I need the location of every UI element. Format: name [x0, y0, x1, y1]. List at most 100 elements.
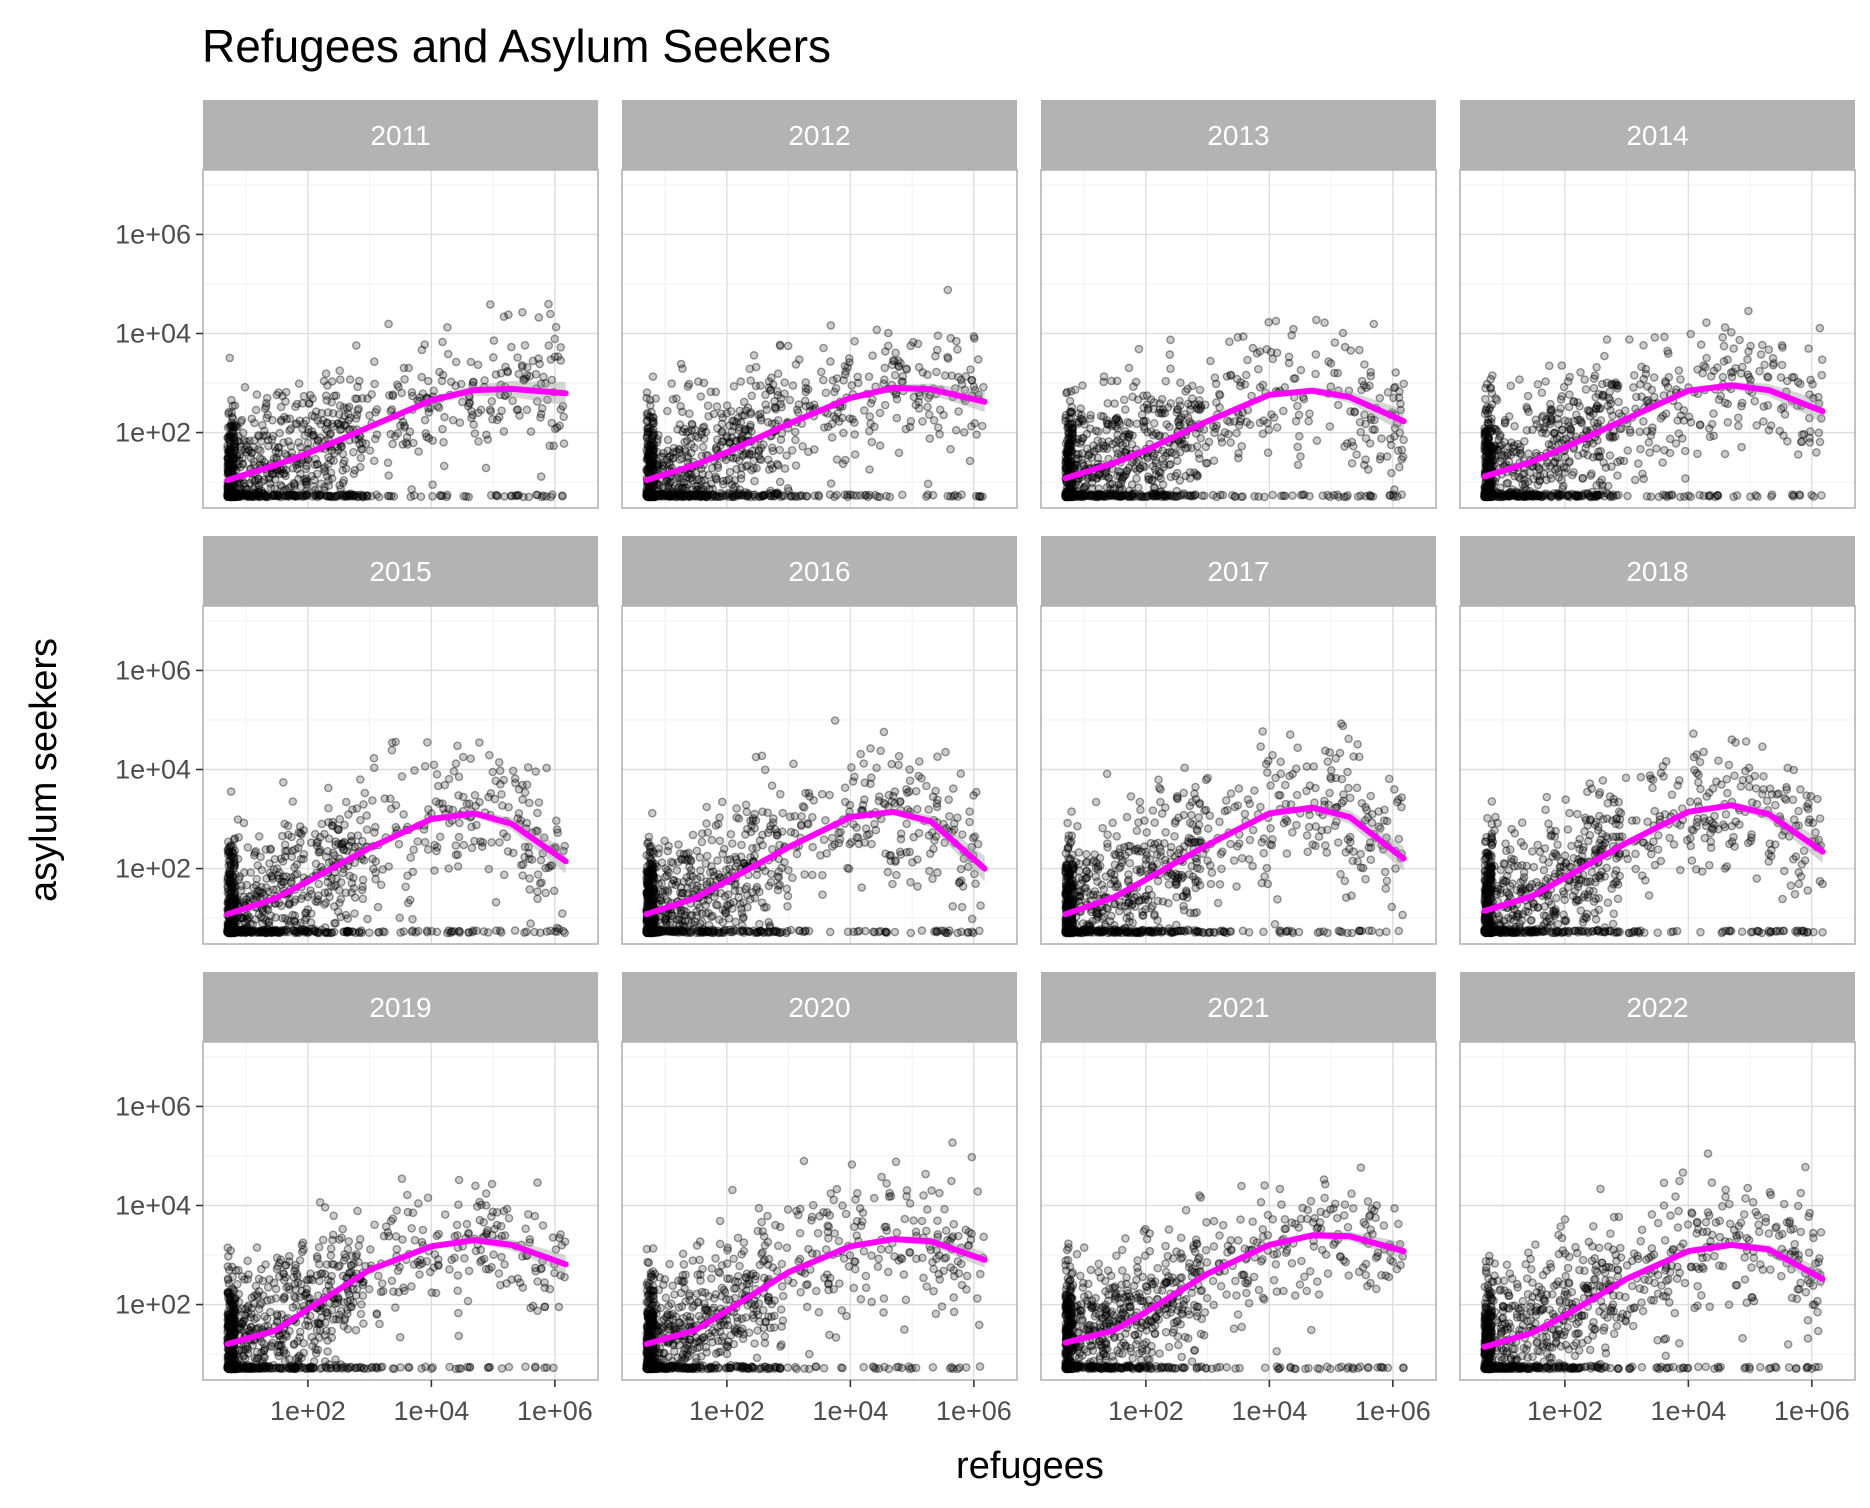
data-point [717, 419, 727, 429]
data-point [1514, 492, 1523, 501]
data-point [230, 492, 239, 502]
data-point [305, 390, 315, 400]
data-point [1175, 421, 1185, 430]
data-point [294, 491, 304, 501]
data-point [923, 479, 933, 489]
data-point [1099, 377, 1108, 387]
data-point [320, 462, 330, 472]
data-point [227, 928, 237, 937]
data-point [253, 490, 262, 499]
data-point [1544, 439, 1554, 449]
data-point [229, 491, 238, 501]
data-point [830, 492, 839, 502]
data-point [1481, 492, 1491, 502]
data-point [1158, 480, 1168, 489]
data-point [1368, 425, 1378, 434]
data-point [362, 491, 372, 500]
data-point [698, 469, 708, 479]
data-point [233, 489, 243, 499]
data-point [1181, 387, 1190, 396]
data-point [235, 450, 245, 460]
data-point [1487, 480, 1496, 490]
data-point [1105, 490, 1115, 500]
data-point [550, 927, 560, 936]
data-point [224, 492, 233, 501]
data-point [1767, 490, 1777, 500]
data-point [1502, 479, 1511, 488]
data-point [225, 892, 235, 902]
data-point [1674, 429, 1684, 438]
data-point [1110, 483, 1119, 493]
data-point [702, 492, 711, 502]
data-point [644, 468, 653, 477]
data-point [1557, 425, 1567, 435]
data-point [467, 413, 476, 423]
data-point [768, 380, 778, 389]
data-point [1122, 466, 1132, 476]
data-point [1513, 488, 1523, 498]
data-point [1482, 492, 1491, 501]
data-point [1562, 491, 1572, 501]
data-point [731, 436, 740, 445]
data-point [1777, 360, 1787, 370]
data-point [694, 490, 703, 499]
data-point [406, 492, 416, 502]
data-point [228, 491, 238, 501]
data-point [1542, 418, 1551, 428]
data-point [1482, 457, 1492, 467]
data-point [231, 870, 240, 880]
data-point [1592, 401, 1602, 411]
data-point [1355, 417, 1365, 427]
data-point [1158, 454, 1168, 464]
data-point [1573, 398, 1582, 407]
data-point [297, 830, 306, 839]
data-point [683, 490, 693, 500]
data-point [732, 436, 741, 446]
data-point [1122, 466, 1132, 475]
data-point [278, 391, 287, 401]
data-point [646, 456, 656, 466]
data-points [223, 299, 569, 502]
data-point [227, 408, 236, 418]
data-point [292, 419, 301, 428]
data-point [235, 483, 245, 493]
data-point [918, 417, 927, 426]
data-point [1162, 490, 1171, 500]
data-point [354, 404, 364, 414]
data-point [252, 928, 262, 938]
data-point [1504, 491, 1513, 501]
data-point [239, 925, 248, 935]
data-point [1067, 490, 1077, 500]
data-point [1172, 492, 1181, 502]
data-point [1574, 491, 1583, 501]
data-point [545, 441, 555, 451]
data-point [1305, 409, 1314, 419]
data-point [537, 878, 546, 887]
data-point [667, 490, 677, 500]
data-point [1064, 414, 1074, 424]
data-point [263, 924, 272, 934]
data-point [1664, 349, 1673, 358]
data-point [685, 409, 694, 419]
data-point [727, 480, 737, 490]
data-point [1165, 460, 1174, 470]
data-point [247, 891, 256, 900]
data-point [1066, 492, 1075, 502]
data-point [1661, 409, 1671, 419]
data-point [1142, 400, 1152, 409]
data-point [226, 927, 235, 937]
data-point [230, 887, 240, 897]
data-point [223, 927, 232, 937]
data-point [223, 490, 232, 500]
data-point [256, 852, 265, 862]
data-point [645, 491, 655, 501]
data-point [262, 393, 272, 403]
data-point [481, 430, 491, 440]
data-point [223, 484, 232, 494]
data-point [1146, 395, 1156, 404]
data-point [1480, 492, 1490, 502]
data-point [1588, 491, 1598, 500]
data-point [1532, 419, 1541, 429]
data-point [1599, 390, 1608, 400]
